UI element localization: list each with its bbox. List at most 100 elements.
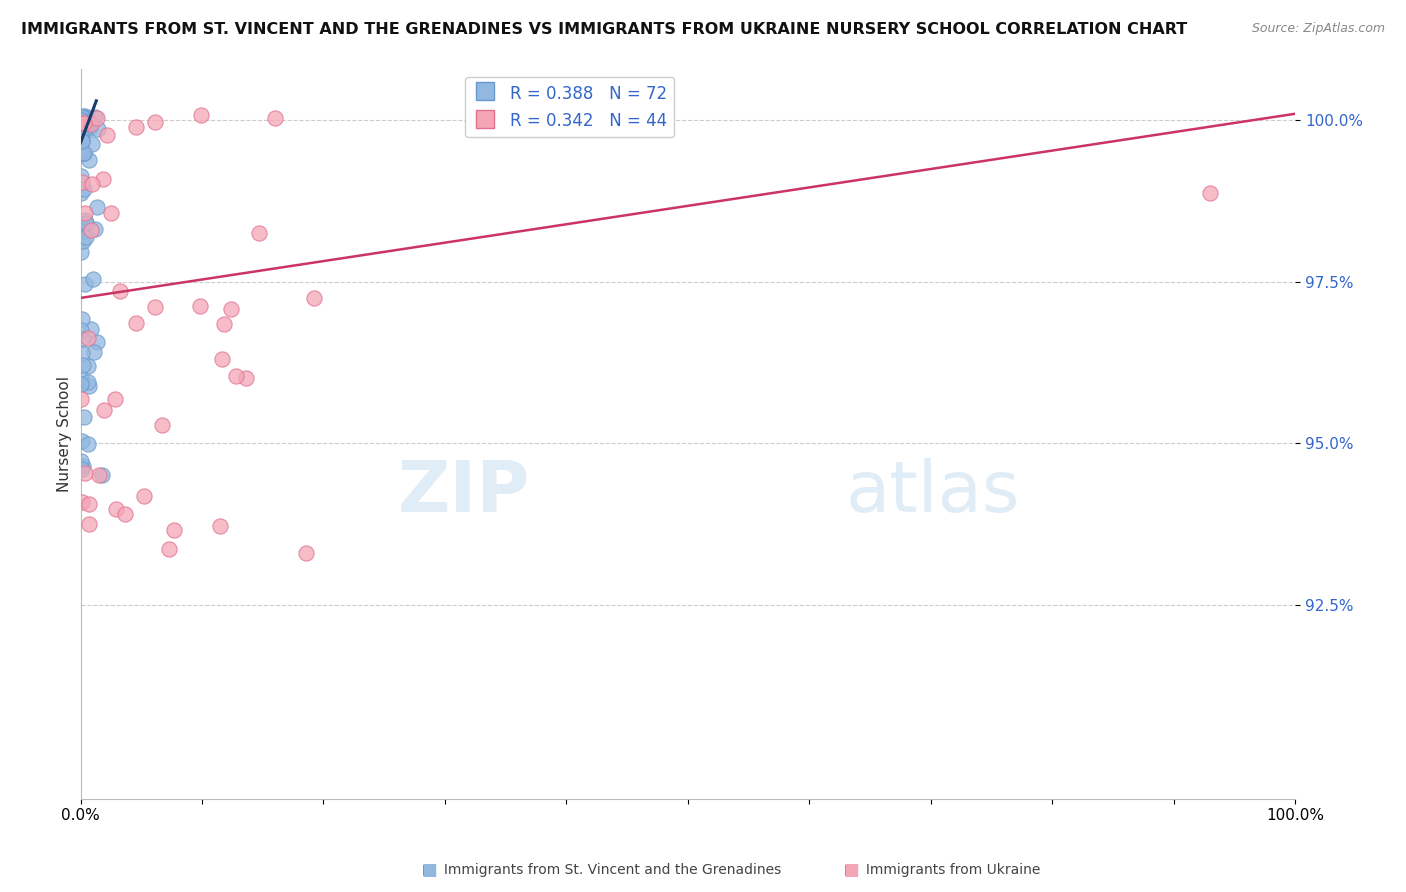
Point [86,112,108,126]
Point [76,112,98,127]
Point [72,224,94,238]
Point [79,223,101,237]
Point [190,108,212,122]
Point [75,467,97,481]
Point [82,271,104,285]
Point [70,392,93,407]
Point [70,312,93,326]
Point [70,175,93,189]
Point [79,496,101,510]
Point [247,226,270,240]
Point [73,212,96,227]
Point [211,352,233,367]
Point [77,116,100,130]
Point [76,112,98,126]
Point [72,459,94,474]
Point [134,489,156,503]
Point [70,134,93,148]
Point [1199,186,1222,200]
Point [70,129,93,144]
Text: ■  Immigrants from Ukraine: ■ Immigrants from Ukraine [844,863,1040,877]
Point [72,234,94,248]
Point [90,468,112,483]
Point [86,334,108,349]
Point [91,172,114,186]
Point [125,120,148,134]
Point [73,115,96,129]
Point [70,494,93,508]
Point [73,145,96,160]
Text: IMMIGRANTS FROM ST. VINCENT AND THE GRENADINES VS IMMIGRANTS FROM UKRAINE NURSER: IMMIGRANTS FROM ST. VINCENT AND THE GREN… [21,22,1187,37]
Point [70,454,93,468]
Point [69,132,91,146]
Point [73,410,96,425]
Point [72,134,94,148]
Point [70,111,93,125]
Point [104,392,127,407]
Point [89,468,111,483]
Point [70,116,93,130]
Point [69,118,91,132]
Point [80,322,103,336]
Point [84,110,107,124]
Point [294,546,316,560]
Point [69,169,91,184]
Point [69,117,91,131]
Point [70,371,93,385]
Point [157,542,180,557]
Point [76,359,98,373]
Point [73,116,96,130]
Point [225,369,247,384]
Point [125,316,148,330]
Point [70,186,93,201]
Text: atlas: atlas [846,458,1021,526]
Point [93,403,115,417]
Point [72,120,94,135]
Point [75,111,97,125]
Point [70,122,93,136]
Point [264,111,287,125]
Point [73,182,96,196]
Point [100,206,122,220]
Legend: R = 0.388   N = 72, R = 0.342   N = 44: R = 0.388 N = 72, R = 0.342 N = 44 [465,77,675,137]
Point [70,111,93,125]
Point [73,122,96,136]
Point [72,346,94,360]
Point [235,370,257,384]
Point [70,333,93,347]
Point [69,112,91,127]
Point [208,519,231,533]
Point [114,507,136,521]
Point [73,277,96,291]
Point [70,146,93,161]
Point [75,206,97,220]
Point [79,117,101,131]
Point [108,284,131,298]
Point [72,114,94,128]
Point [77,118,100,132]
Point [77,376,100,390]
Text: Source: ZipAtlas.com: Source: ZipAtlas.com [1251,22,1385,36]
Point [70,118,93,132]
Point [77,379,100,393]
Point [96,128,118,142]
Point [75,230,97,244]
Point [75,216,97,230]
Point [143,301,166,315]
Point [73,109,96,123]
Text: ■: ■ [844,861,859,879]
Point [84,221,107,235]
Point [80,177,103,191]
Point [73,145,96,160]
Point [72,358,94,372]
Text: ■: ■ [422,861,437,879]
Point [82,137,104,152]
Point [70,113,93,128]
Text: ZIP: ZIP [398,458,530,526]
Point [73,121,96,136]
Point [79,121,101,136]
Point [70,244,93,259]
Text: ■  Immigrants from St. Vincent and the Grenadines: ■ Immigrants from St. Vincent and the Gr… [422,863,782,877]
Point [69,323,91,337]
Point [70,112,93,127]
